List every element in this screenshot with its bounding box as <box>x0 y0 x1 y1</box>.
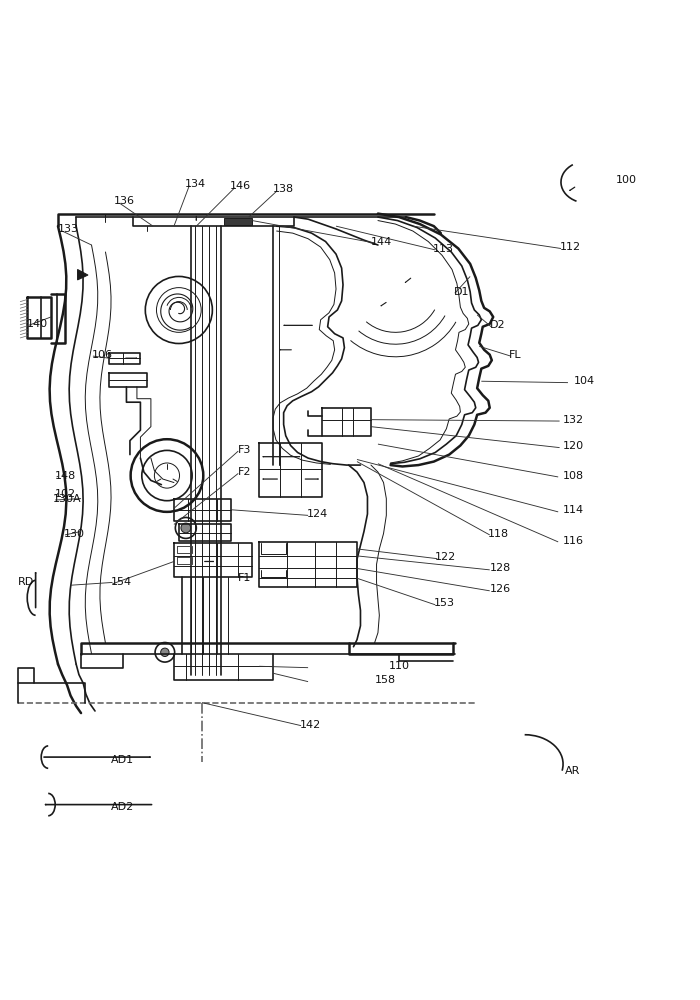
Text: D2: D2 <box>490 320 505 330</box>
Text: AD2: AD2 <box>111 802 134 812</box>
Text: 148: 148 <box>55 471 76 481</box>
Text: 134: 134 <box>184 179 206 189</box>
Text: 146: 146 <box>230 181 251 191</box>
Circle shape <box>181 523 190 533</box>
Text: 154: 154 <box>111 577 132 587</box>
Text: 130: 130 <box>64 529 85 539</box>
Text: 120: 120 <box>563 441 584 451</box>
Text: 140: 140 <box>27 319 48 329</box>
Text: 110: 110 <box>389 661 410 671</box>
Text: 116: 116 <box>563 536 584 546</box>
Text: 158: 158 <box>374 675 395 685</box>
Text: FL: FL <box>510 350 522 360</box>
Text: 112: 112 <box>559 242 581 252</box>
Text: 106: 106 <box>92 350 113 360</box>
Text: 133: 133 <box>58 224 79 234</box>
Text: F2: F2 <box>238 467 252 477</box>
Text: AR: AR <box>565 766 580 776</box>
Text: 126: 126 <box>490 584 511 594</box>
Circle shape <box>161 648 169 656</box>
Text: 124: 124 <box>307 509 328 519</box>
Polygon shape <box>78 269 88 280</box>
Text: 128: 128 <box>490 563 511 573</box>
Text: RD: RD <box>18 577 34 587</box>
Text: 113: 113 <box>433 243 454 253</box>
Text: 104: 104 <box>573 376 595 386</box>
Text: D1: D1 <box>454 287 469 297</box>
Text: 142: 142 <box>300 720 321 730</box>
Text: 132: 132 <box>563 415 584 425</box>
Text: 130A: 130A <box>53 494 82 504</box>
Text: F3: F3 <box>238 445 251 455</box>
Text: AD1: AD1 <box>111 755 134 765</box>
Text: 100: 100 <box>615 175 636 185</box>
Text: 153: 153 <box>434 598 455 608</box>
Text: 102: 102 <box>55 489 76 499</box>
Text: 108: 108 <box>563 471 584 481</box>
Text: 136: 136 <box>114 196 135 206</box>
Text: 144: 144 <box>371 237 392 247</box>
Text: F1: F1 <box>238 573 251 583</box>
Text: 122: 122 <box>435 552 456 562</box>
Polygon shape <box>224 218 252 225</box>
Text: 118: 118 <box>489 529 510 539</box>
Text: 138: 138 <box>273 184 294 194</box>
Text: 114: 114 <box>563 505 584 515</box>
